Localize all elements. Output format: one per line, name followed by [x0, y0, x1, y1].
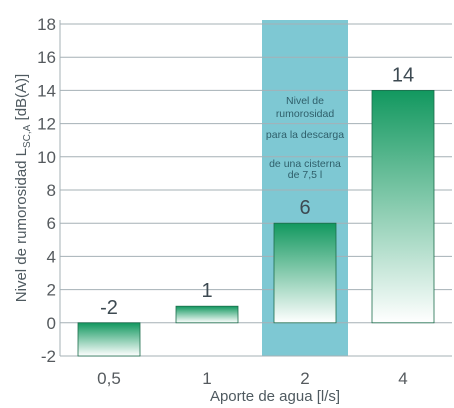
highlight-annotation-line: para la descarga: [266, 129, 344, 141]
y-axis-title: Nivel de rumorosidad LSC,A [dB(A)]: [13, 74, 33, 302]
y-tick-label: 8: [47, 181, 56, 200]
bar: [77, 322, 141, 357]
y-tick-label: 0: [47, 314, 56, 333]
y-tick-label: 12: [37, 115, 56, 134]
highlight-annotation-line: rumorosidad: [276, 108, 335, 120]
y-axis-title-subscript: SC,A: [22, 124, 33, 148]
x-axis-title: Aporte de agua [l/s]: [210, 388, 340, 405]
bar: [371, 90, 435, 324]
bars: [77, 90, 435, 357]
y-tick-label: 18: [37, 15, 56, 34]
y-tick-label: 6: [47, 214, 56, 233]
highlight-annotation-line: de una cisterna: [269, 158, 341, 170]
highlight-annotation-line: Nivel de: [286, 95, 324, 107]
data-label: 6: [299, 197, 310, 219]
y-tick-label: 2: [47, 281, 56, 300]
gridlines: [59, 20, 452, 357]
y-tick-label: -2: [41, 347, 56, 366]
x-tick-label: 4: [398, 369, 407, 388]
y-tick-label: 16: [37, 48, 56, 67]
bar: [273, 222, 337, 324]
x-tick-label: 1: [202, 369, 211, 388]
x-tick-label: 2: [300, 369, 309, 388]
y-axis-title-main: Nivel de rumorosidad L: [13, 148, 30, 302]
x-tick-label: 0,5: [97, 369, 121, 388]
y-tick-label: 4: [47, 247, 56, 266]
y-tick-label: 10: [37, 148, 56, 167]
data-label: 1: [201, 280, 212, 302]
highlight-annotation-line: de 7,5 l: [288, 169, 322, 181]
data-label: -2: [100, 297, 118, 319]
y-axis-title-unit: [dB(A)]: [13, 74, 30, 125]
y-tick-label: 14: [37, 81, 56, 100]
data-label: 14: [392, 64, 414, 86]
bar: [175, 305, 239, 324]
